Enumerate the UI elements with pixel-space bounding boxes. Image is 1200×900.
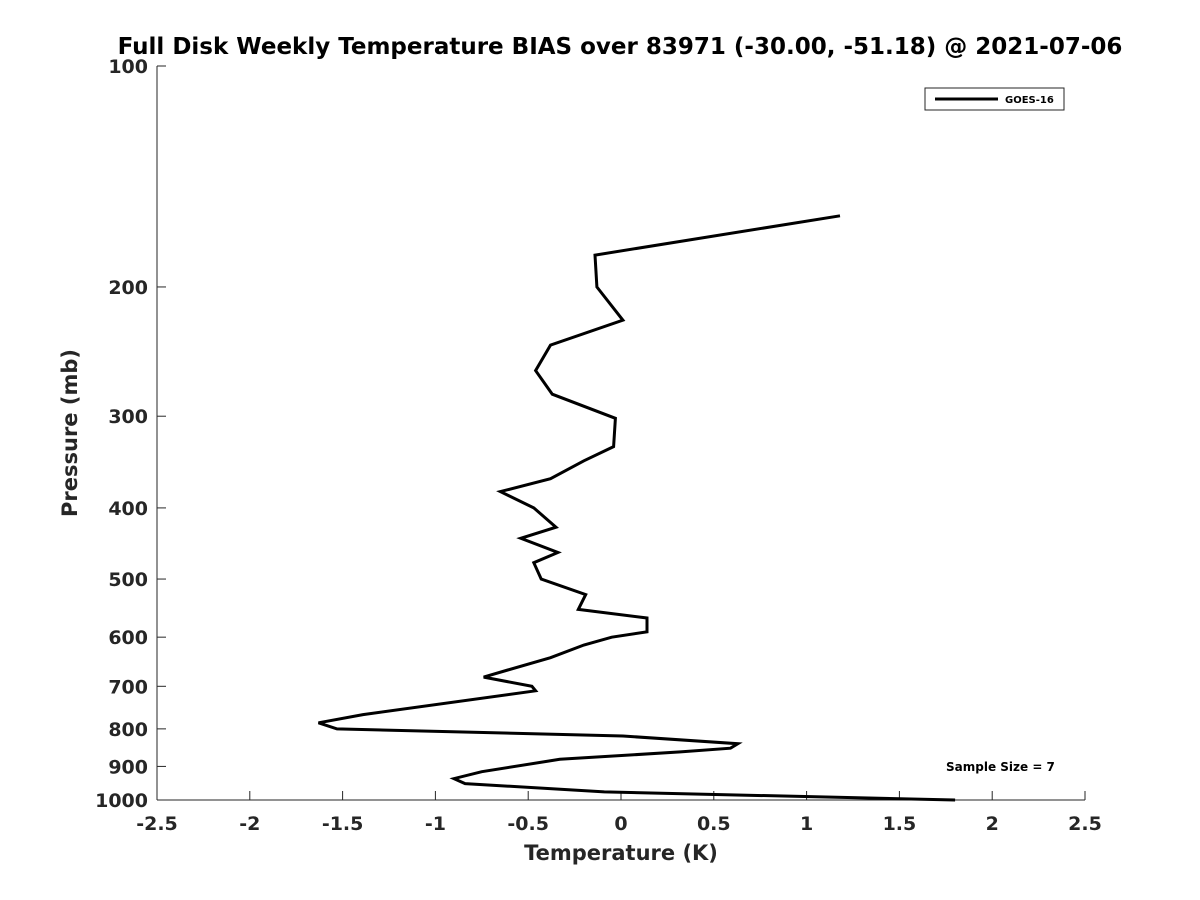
x-tick-label: 2 xyxy=(986,813,999,835)
x-tick-label: -2 xyxy=(239,813,260,835)
y-tick-label: 100 xyxy=(108,56,148,78)
x-tick-label: 1.5 xyxy=(883,813,917,835)
x-tick-label: -1 xyxy=(425,813,446,835)
x-tick-label: -1.5 xyxy=(322,813,364,835)
x-tick-label: 0.5 xyxy=(697,813,731,835)
y-tick-label: 700 xyxy=(108,676,148,698)
legend: GOES-16 xyxy=(924,87,1065,111)
legend-entry-goes-16: GOES-16 xyxy=(1005,95,1054,106)
y-axis-label: Pressure (mb) xyxy=(58,349,82,517)
y-tick-label: 400 xyxy=(108,498,148,520)
x-ticks: -2.5 -2 -1.5 -1 -0.5 0 0.5 1 1.5 2 2.5 xyxy=(136,791,1102,835)
x-tick-label: 2.5 xyxy=(1068,813,1102,835)
y-tick-label: 200 xyxy=(108,277,148,299)
series-layer xyxy=(318,214,956,802)
y-tick-label: 500 xyxy=(108,569,148,591)
x-tick-label: 0 xyxy=(614,813,627,835)
x-tick-label: 1 xyxy=(800,813,813,835)
y-tick-label: 300 xyxy=(108,406,148,428)
y-tick-label: 1000 xyxy=(95,790,148,812)
y-tick-label: 900 xyxy=(108,756,148,778)
y-ticks: 100 200 300 400 500 600 700 800 900 1000 xyxy=(95,56,166,812)
x-tick-label: -2.5 xyxy=(136,813,178,835)
series-line-goes-16 xyxy=(318,214,956,802)
x-axis-label: Temperature (K) xyxy=(524,841,718,865)
chart-title: Full Disk Weekly Temperature BIAS over 8… xyxy=(118,34,1123,60)
x-tick-label: -0.5 xyxy=(507,813,549,835)
sample-size-annotation: Sample Size = 7 xyxy=(946,760,1055,774)
y-tick-label: 600 xyxy=(108,627,148,649)
y-tick-label: 800 xyxy=(108,719,148,741)
